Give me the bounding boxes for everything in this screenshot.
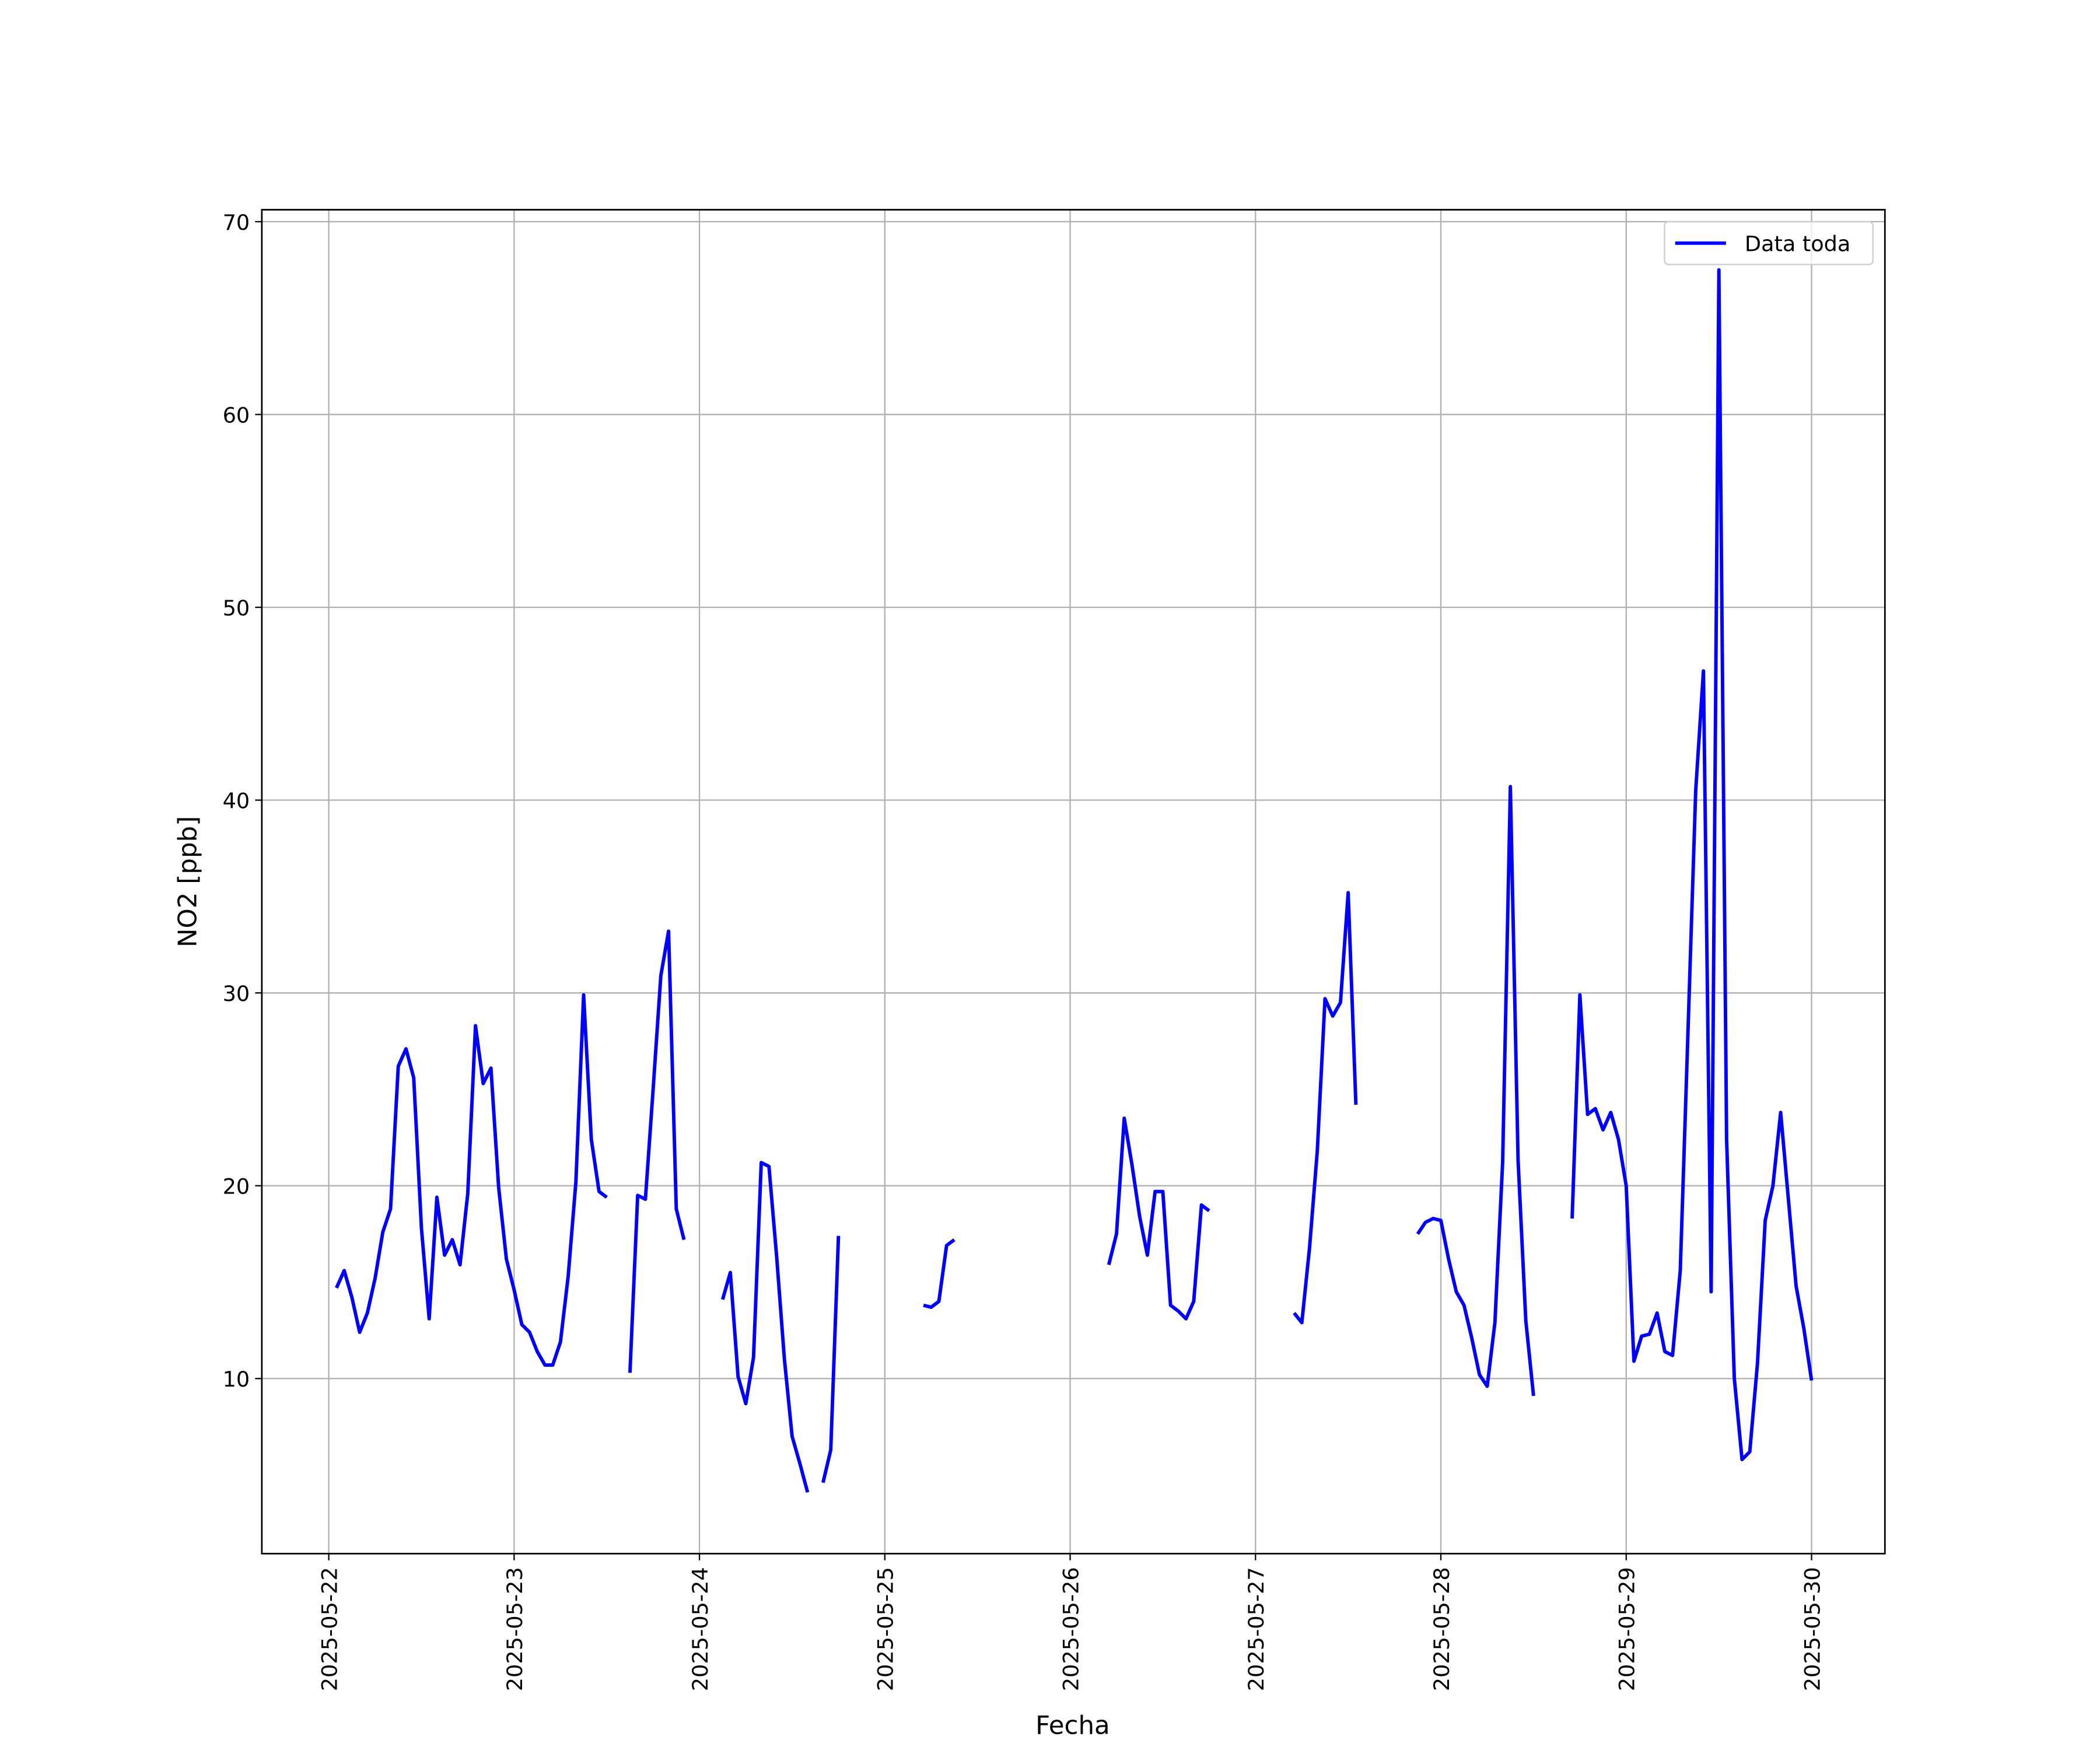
- y-tick-label: 20: [223, 1174, 250, 1199]
- x-tick-label: 2025-05-28: [1429, 1567, 1454, 1691]
- y-tick-label: 70: [223, 210, 250, 235]
- legend-label: Data toda: [1745, 232, 1851, 257]
- x-tick-label: 2025-05-25: [873, 1567, 898, 1691]
- y-tick-label: 10: [223, 1367, 250, 1392]
- legend-box: [1664, 221, 1874, 265]
- x-tick-label: 2025-05-26: [1058, 1567, 1083, 1691]
- x-tick-label: 2025-05-30: [1800, 1567, 1825, 1691]
- y-axis-label: NO2 [ppb]: [174, 816, 203, 947]
- y-tick-label: 60: [223, 402, 250, 428]
- y-tick-label: 40: [223, 788, 250, 813]
- y-tick-label: 50: [223, 596, 250, 621]
- x-tick-label: 2025-05-24: [688, 1567, 713, 1691]
- y-tick-label: 30: [223, 981, 250, 1006]
- x-axis-label: Fecha: [1035, 1712, 1110, 1741]
- data-line: [335, 268, 1814, 1493]
- plot-frame: [261, 209, 1886, 1555]
- x-tick-label: 2025-05-27: [1244, 1567, 1269, 1691]
- x-tick-label: 2025-05-23: [502, 1567, 527, 1691]
- x-tick-label: 2025-05-29: [1615, 1567, 1640, 1691]
- x-tick-label: 2025-05-22: [317, 1567, 342, 1691]
